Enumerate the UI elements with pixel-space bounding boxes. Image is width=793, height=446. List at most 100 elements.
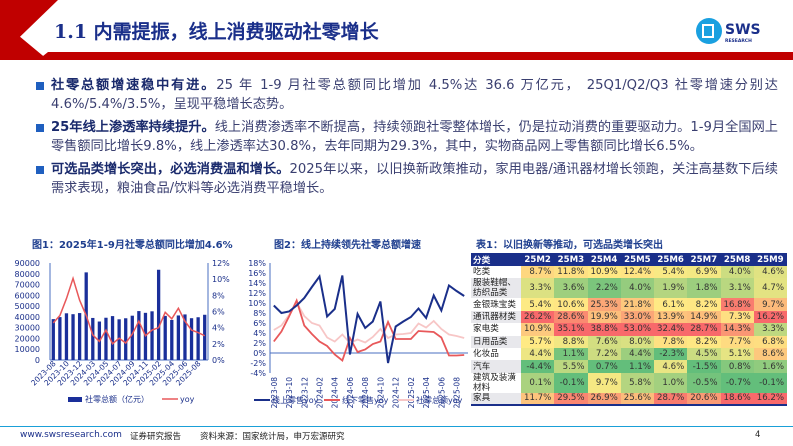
table-row: 家电类 10.9% 35.1% 38.8% 53.0% 32.4% 28.7% 14.3% 3.… — [471, 323, 787, 336]
legend-label: 线上零售yoy — [272, 395, 319, 405]
svg-text:SWS: SWS — [725, 22, 761, 38]
footer-report-type: 证券研究报告 — [130, 432, 182, 442]
left-tick-label: 20000 — [15, 334, 40, 343]
value-cell: 5.4% — [521, 298, 555, 311]
value-cell: 33.0% — [620, 310, 654, 324]
bar — [163, 315, 167, 360]
y-tick-label: 18% — [248, 259, 266, 268]
value-cell: 0.7% — [587, 360, 621, 373]
value-cell: 1.9% — [654, 278, 688, 299]
series-line — [273, 298, 465, 362]
y-tick-label: -4% — [250, 369, 266, 378]
left-tick-label: 70000 — [15, 281, 40, 290]
bar — [176, 315, 181, 360]
value-cell: 16.8% — [720, 298, 754, 311]
header: 1.1 内需提振，线上消费驱动社零增长 SWS RESEARCH — [0, 0, 793, 60]
header-banner — [0, 0, 793, 60]
value-cell: 4.5% — [687, 347, 721, 361]
right-tick-label: 8% — [212, 291, 225, 300]
value-cell: 7.3% — [720, 310, 754, 324]
value-cell: 32.4% — [654, 323, 688, 336]
page-title: 1.1 内需提振，线上消费驱动社零增长 — [54, 21, 379, 43]
bar — [156, 269, 161, 360]
x-tick-label: 2025-08 — [453, 377, 462, 409]
bar — [130, 315, 134, 360]
x-tick-label: 2025-06 — [437, 377, 446, 409]
bullet-text: 2025年以来，以旧换新政策推动，家用电器/通讯器材增长领跑，关注高基数下后续需… — [51, 162, 778, 196]
right-tick-label: 0% — [212, 356, 225, 365]
value-cell: 18.6% — [720, 392, 754, 406]
left-tick-label: 10000 — [15, 345, 40, 354]
page-number: 4 — [755, 430, 761, 440]
value-cell: 6.1% — [654, 298, 688, 311]
value-cell: -2.3% — [654, 347, 688, 361]
right-tick-label: 10% — [212, 275, 230, 284]
bar — [51, 319, 55, 360]
x-tick-label: 2025-04 — [422, 377, 431, 409]
value-cell: 4.7% — [753, 278, 787, 299]
value-cell: 28.7% — [654, 392, 688, 406]
value-cell: 4.4% — [521, 347, 555, 361]
bullet-item: 社零总额增速稳中有进。25 年 1-9 月社零总额同比增加 4.5%达 36.6… — [36, 76, 778, 114]
bar — [110, 316, 115, 360]
left-tick-label: 90000 — [15, 259, 40, 268]
value-cell: 7.7% — [720, 335, 754, 348]
category-cell: 化妆品 — [471, 347, 521, 361]
value-cell: 2.2% — [587, 278, 621, 299]
category-cell: 家具 — [471, 392, 521, 406]
value-cell: 25.3% — [587, 298, 621, 311]
value-cell: 26.9% — [587, 392, 621, 406]
footer-url[interactable]: www.swsresearch.com — [20, 430, 122, 440]
value-cell: 5.1% — [720, 347, 754, 361]
value-cell: 19.9% — [587, 310, 621, 324]
series-line — [273, 300, 465, 345]
left-tick-label: 50000 — [15, 302, 40, 311]
value-cell: 5.5% — [554, 360, 588, 373]
value-cell: -4.4% — [521, 360, 555, 373]
bullet-list: 社零总额增速稳中有进。25 年 1-9 月社零总额同比增加 4.5%达 36.6… — [36, 76, 778, 202]
value-cell: 4.0% — [720, 266, 754, 279]
value-cell: 28.7% — [687, 323, 721, 336]
right-tick-label: 12% — [212, 259, 230, 268]
value-cell: 9.7% — [587, 372, 621, 393]
category-cell: 建筑及装潢材料 — [471, 372, 521, 393]
value-cell: 6.9% — [687, 266, 721, 279]
value-cell: 14.9% — [687, 310, 721, 324]
value-cell: 10.9% — [521, 323, 555, 336]
bar — [64, 313, 69, 360]
category-cell: 汽车 — [471, 360, 521, 373]
left-tick-label: 40000 — [15, 313, 40, 322]
column-header: 25M9 — [753, 253, 787, 266]
bar — [124, 318, 128, 360]
value-cell: 11.8% — [554, 266, 588, 279]
value-cell: 1.0% — [654, 372, 688, 393]
value-cell: 12.4% — [620, 266, 654, 279]
column-header: 25M8 — [720, 253, 754, 266]
x-tick-label: 2024-02 — [316, 377, 325, 409]
table-row: 日用品类 5.7% 8.8% 7.6% 8.0% 7.8% 8.2% 7.7% 6.8% — [471, 335, 787, 348]
bullet-text: 线上消费渗透率不断提高，持续领跑社零整体增长，仍是拉动消费的重要驱动力。1-9月… — [51, 120, 778, 154]
value-cell: 29.5% — [554, 392, 588, 406]
value-cell: 5.8% — [620, 372, 654, 393]
y-tick-label: 4% — [253, 329, 266, 338]
value-cell: -1.5% — [687, 360, 721, 373]
x-tick-label: 2024-10 — [376, 377, 385, 409]
value-cell: 35.1% — [554, 323, 588, 336]
footer-source: 资料来源：国家统计局，申万宏源研究 — [200, 432, 345, 442]
bar — [77, 313, 82, 360]
series-line — [273, 274, 465, 364]
right-tick-label: 2% — [212, 340, 225, 349]
value-cell: 8.2% — [687, 335, 721, 348]
value-cell: 16.2% — [753, 392, 787, 406]
legend-line-label: yoy — [180, 395, 195, 404]
bullet-item: 25年线上渗透率持续提升。线上消费渗透率不断提高，持续领跑社零整体增长，仍是拉动… — [36, 118, 778, 156]
y-tick-label: 16% — [248, 269, 266, 278]
value-cell: 38.8% — [587, 323, 621, 336]
bar — [104, 317, 108, 360]
bar — [71, 314, 75, 360]
value-cell: 4.0% — [620, 278, 654, 299]
category-cell: 家电类 — [471, 323, 521, 336]
bar — [196, 317, 200, 360]
value-cell: 4.4% — [620, 347, 654, 361]
y-tick-label: 2% — [253, 339, 266, 348]
